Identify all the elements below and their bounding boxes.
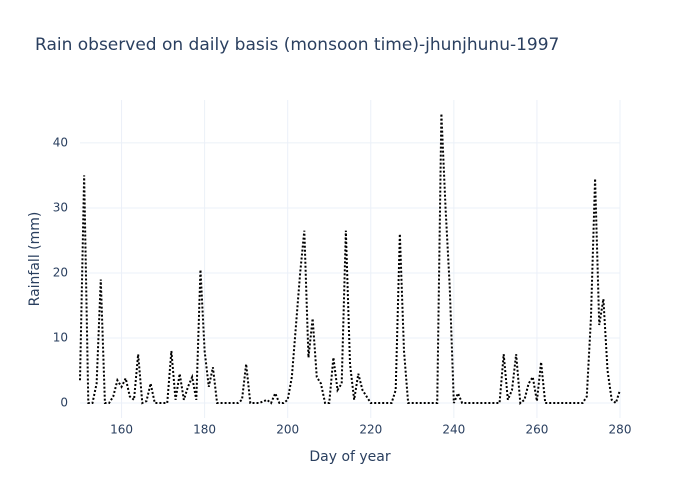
x-tick-label: 200 [276,423,299,437]
y-tick-label: 0 [60,396,68,410]
x-tick-label: 280 [609,423,632,437]
y-tick-label: 40 [53,135,68,149]
rain-line [79,113,621,405]
chart-title: Rain observed on daily basis (monsoon ti… [35,35,559,55]
x-tick-label: 240 [442,423,465,437]
x-tick-label: 260 [525,423,548,437]
y-tick-label: 20 [53,265,68,279]
x-axis-label: Day of year [309,449,391,465]
y-axis-label: Rainfall (mm) [27,212,43,307]
y-tick-label: 30 [53,200,68,214]
y-tick-label: 10 [53,331,68,345]
x-tick-label: 220 [359,423,382,437]
x-tick-label: 160 [110,423,133,437]
x-tick-label: 180 [193,423,216,437]
